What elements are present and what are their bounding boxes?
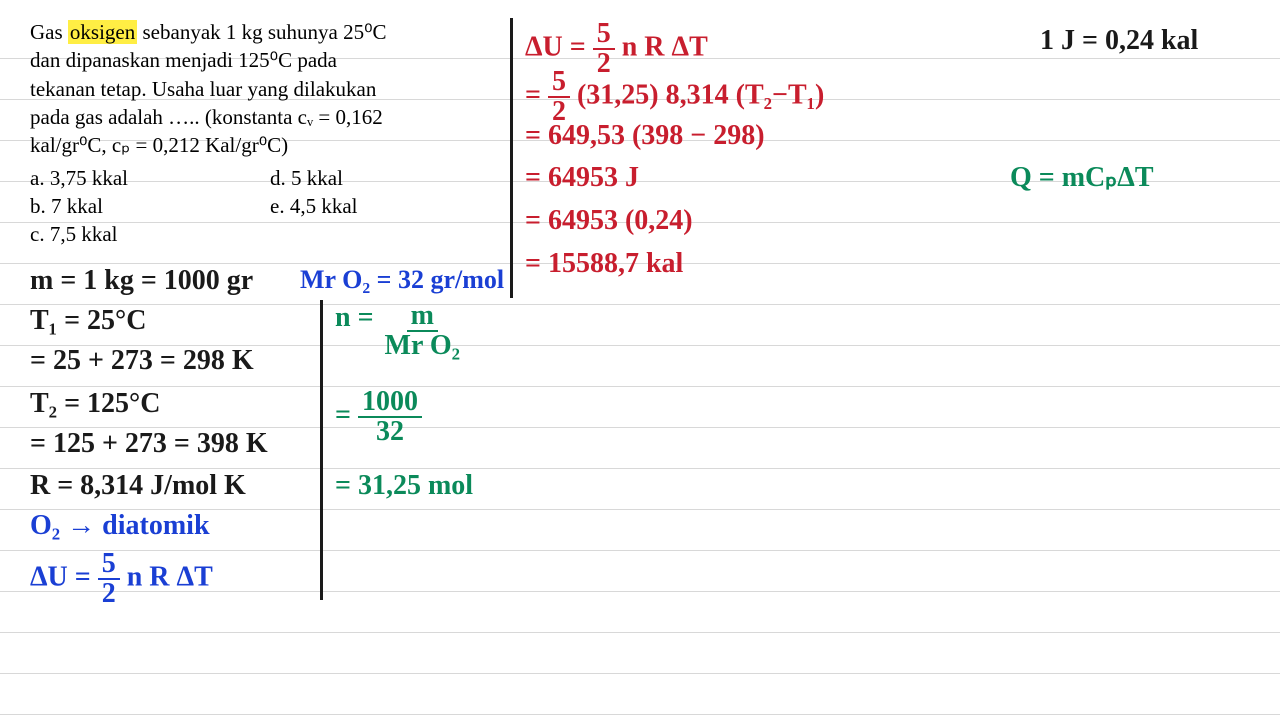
- text: n R ΔT: [120, 561, 213, 592]
- problem-statement: Gas oksigen sebanyak 1 kg suhunya 25⁰C d…: [30, 18, 480, 249]
- fraction-num: 5: [593, 20, 615, 50]
- text: ΔU =: [525, 31, 593, 62]
- problem-line-1: Gas oksigen sebanyak 1 kg suhunya 25⁰C: [30, 18, 480, 46]
- divider-left: [320, 300, 323, 600]
- fraction-num: m: [407, 302, 438, 332]
- note-conversion: 1 J = 0,24 kal: [1040, 25, 1198, 57]
- given-r: R = 8,314 J/mol K: [30, 470, 246, 502]
- calc-du-6: = 15588,7 kal: [525, 248, 683, 280]
- highlight-oksigen: oksigen: [68, 20, 137, 44]
- calc-du-5: = 64953 (0,24): [525, 205, 693, 237]
- text: Gas: [30, 20, 68, 44]
- note-diatomic: O₂ → diatomik: [30, 510, 210, 542]
- option-d: d. 5 kkal: [270, 164, 357, 192]
- given-mr: Mr O₂ = 32 gr/mol: [300, 265, 504, 295]
- problem-line-2: dan dipanaskan menjadi 125⁰C pada: [30, 46, 480, 74]
- calc-n-sub: = 100032: [335, 388, 422, 446]
- text: (31,25) 8,314 (T₂−T₁): [570, 79, 824, 110]
- calc-n-result: = 31,25 mol: [335, 470, 473, 502]
- calc-t2k: = 125 + 273 = 398 K: [30, 428, 268, 460]
- fraction-num: 1000: [358, 388, 422, 418]
- formula-q: Q = mCₚΔT: [1010, 160, 1154, 194]
- calc-du-2: = 52 (31,25) 8,314 (T₂−T₁): [525, 68, 824, 126]
- text: =: [525, 79, 548, 110]
- given-t2: T₂ = 125°C: [30, 388, 160, 420]
- calc-t1k: = 25 + 273 = 298 K: [30, 345, 254, 377]
- fraction-den: 2: [98, 580, 120, 608]
- fraction-num: 5: [98, 550, 120, 580]
- fraction-den: Mr O₂: [381, 332, 465, 360]
- answer-options: a. 3,75 kkal b. 7 kkal c. 7,5 kkal d. 5 …: [30, 164, 480, 249]
- calc-du-4: = 64953 J: [525, 162, 639, 194]
- fraction-den: 32: [372, 418, 408, 446]
- option-b: b. 7 kkal: [30, 192, 270, 220]
- option-c: c. 7,5 kkal: [30, 220, 270, 248]
- divider-mid: [510, 18, 513, 298]
- given-t1: T₁ = 25°C: [30, 305, 146, 337]
- fraction-num: 5: [548, 68, 570, 98]
- problem-line-3: tekanan tetap. Usaha luar yang dilakukan: [30, 75, 480, 103]
- text: sebanyak 1 kg suhunya 25⁰C: [137, 20, 386, 44]
- calc-du-3: = 649,53 (398 − 298): [525, 120, 765, 152]
- formula-du-blue: ΔU = 52 n R ΔT: [30, 550, 213, 608]
- option-e: e. 4,5 kkal: [270, 192, 357, 220]
- problem-line-4: pada gas adalah ….. (konstanta cᵥ = 0,16…: [30, 103, 480, 131]
- option-a: a. 3,75 kkal: [30, 164, 270, 192]
- text: =: [335, 399, 358, 430]
- given-m: m = 1 kg = 1000 gr: [30, 265, 253, 297]
- problem-line-5: kal/gr⁰C, cₚ = 0,212 Kal/gr⁰C): [30, 131, 480, 159]
- calc-n: n = mMr O₂: [335, 302, 464, 360]
- text: n =: [335, 302, 381, 333]
- text: ΔU =: [30, 561, 98, 592]
- text: n R ΔT: [615, 31, 708, 62]
